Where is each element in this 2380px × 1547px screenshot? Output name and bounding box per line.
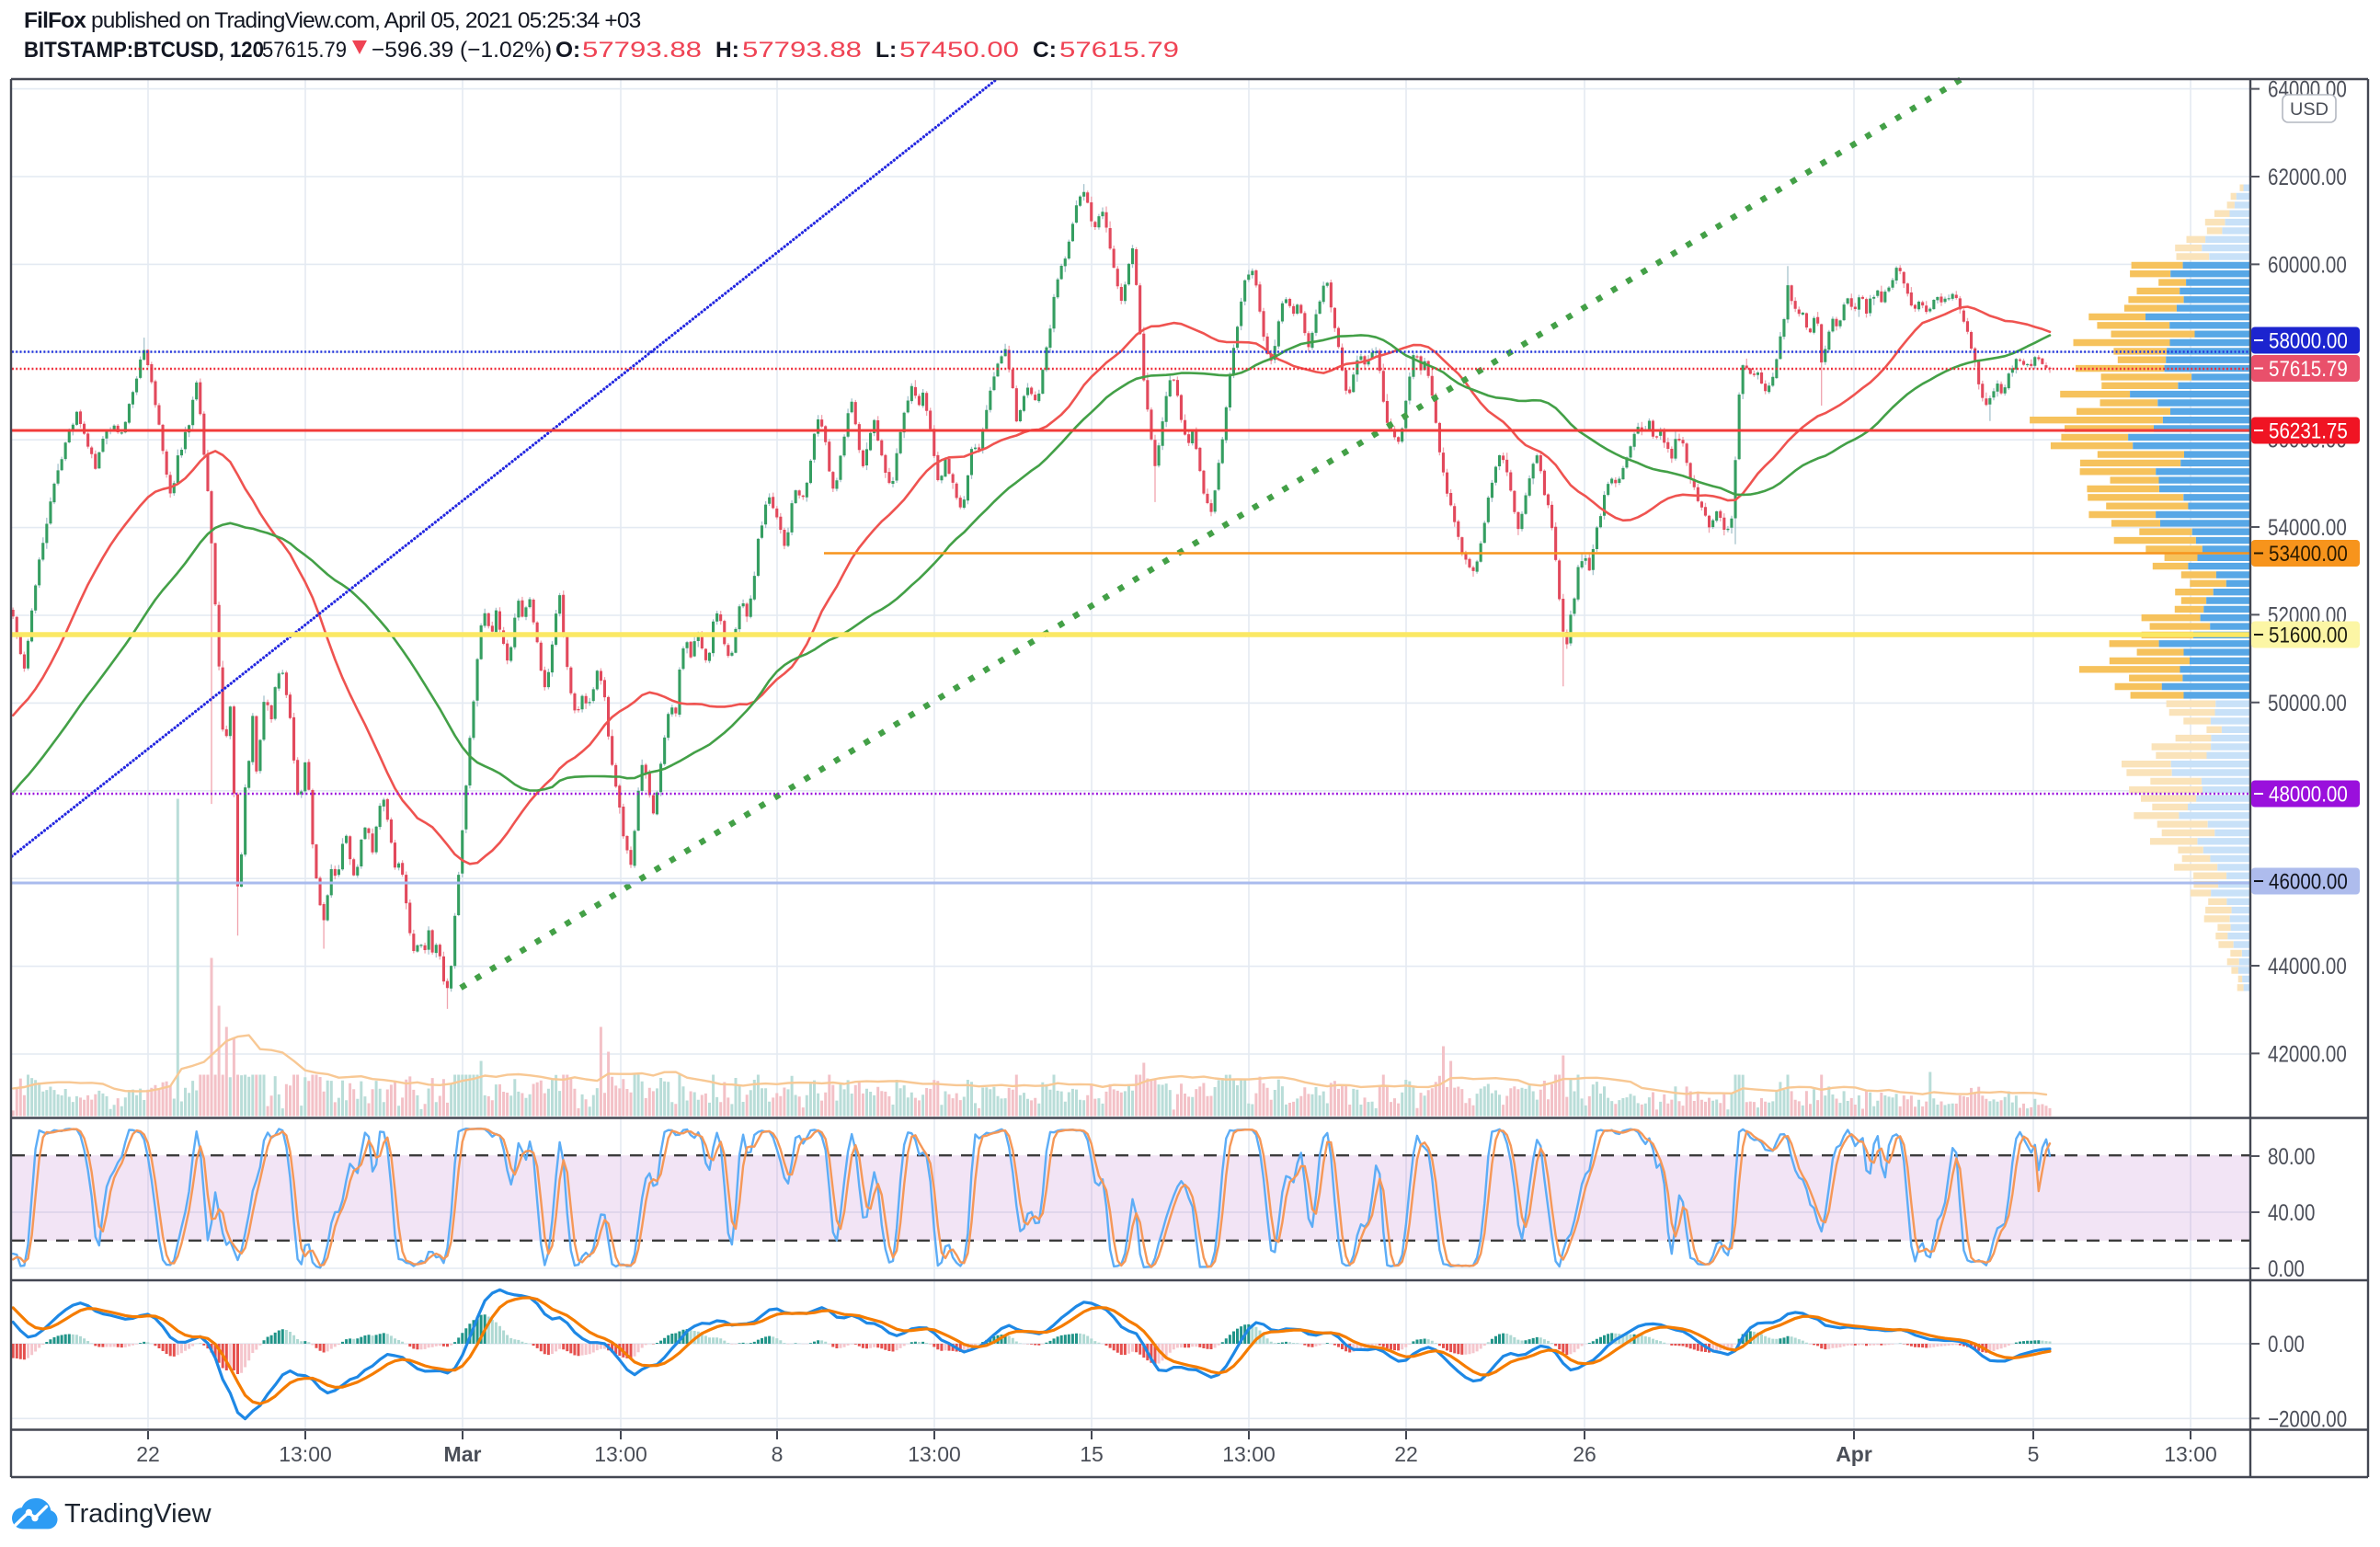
svg-text:62000.00: 62000.00 — [2268, 165, 2347, 190]
svg-text:−2000.00: −2000.00 — [2268, 1406, 2347, 1432]
svg-text:60000.00: 60000.00 — [2268, 252, 2347, 278]
svg-text:13:00: 13:00 — [1222, 1442, 1276, 1466]
svg-text:57615.79: 57615.79 — [2269, 357, 2348, 382]
svg-text:13:00: 13:00 — [2164, 1442, 2217, 1466]
svg-text:13:00: 13:00 — [279, 1442, 332, 1466]
svg-text:C:: C: — [1033, 38, 1057, 63]
svg-text:57793.88: 57793.88 — [582, 38, 702, 63]
svg-text:42000.00: 42000.00 — [2268, 1041, 2347, 1067]
svg-text:53400.00: 53400.00 — [2269, 542, 2348, 567]
svg-text:22: 22 — [136, 1442, 160, 1466]
svg-text:H:: H: — [715, 38, 739, 63]
svg-text:−596.39 (−1.02%): −596.39 (−1.02%) — [372, 38, 552, 63]
svg-text:46000.00: 46000.00 — [2269, 870, 2348, 895]
svg-text:13:00: 13:00 — [908, 1442, 961, 1466]
svg-text:57450.00: 57450.00 — [899, 38, 1019, 63]
svg-text:22: 22 — [1394, 1442, 1418, 1466]
svg-text:Apr: Apr — [1836, 1442, 1872, 1466]
svg-text:L:: L: — [875, 38, 897, 63]
svg-text:80.00: 80.00 — [2268, 1144, 2315, 1170]
svg-text:0.00: 0.00 — [2268, 1256, 2305, 1282]
svg-text:15: 15 — [1080, 1442, 1104, 1466]
svg-text:44000.00: 44000.00 — [2268, 954, 2347, 980]
svg-text:O:: O: — [555, 38, 580, 63]
svg-text:USD: USD — [2290, 99, 2329, 120]
svg-text:57793.88: 57793.88 — [742, 38, 862, 63]
svg-text:FilFox published on TradingVie: FilFox published on TradingView.com, Apr… — [24, 8, 641, 33]
svg-text:54000.00: 54000.00 — [2268, 515, 2347, 541]
svg-text:51600.00: 51600.00 — [2269, 624, 2348, 648]
svg-text:57615.79: 57615.79 — [262, 38, 347, 63]
svg-text:58000.00: 58000.00 — [2269, 329, 2348, 354]
svg-text:Mar: Mar — [444, 1442, 482, 1466]
svg-text:5: 5 — [2028, 1442, 2040, 1466]
svg-text:56231.75: 56231.75 — [2269, 419, 2348, 444]
svg-text:57615.79: 57615.79 — [1059, 38, 1179, 63]
svg-text:26: 26 — [1573, 1442, 1596, 1466]
svg-text:50000.00: 50000.00 — [2268, 691, 2347, 716]
svg-text:8: 8 — [772, 1442, 784, 1466]
svg-text:13:00: 13:00 — [594, 1442, 647, 1466]
svg-text:48000.00: 48000.00 — [2269, 783, 2348, 808]
svg-text:40.00: 40.00 — [2268, 1200, 2315, 1226]
svg-text:TradingView: TradingView — [64, 1499, 212, 1529]
svg-text:BITSTAMP:BTCUSD, 120: BITSTAMP:BTCUSD, 120 — [24, 38, 264, 63]
svg-text:0.00: 0.00 — [2268, 1332, 2305, 1358]
